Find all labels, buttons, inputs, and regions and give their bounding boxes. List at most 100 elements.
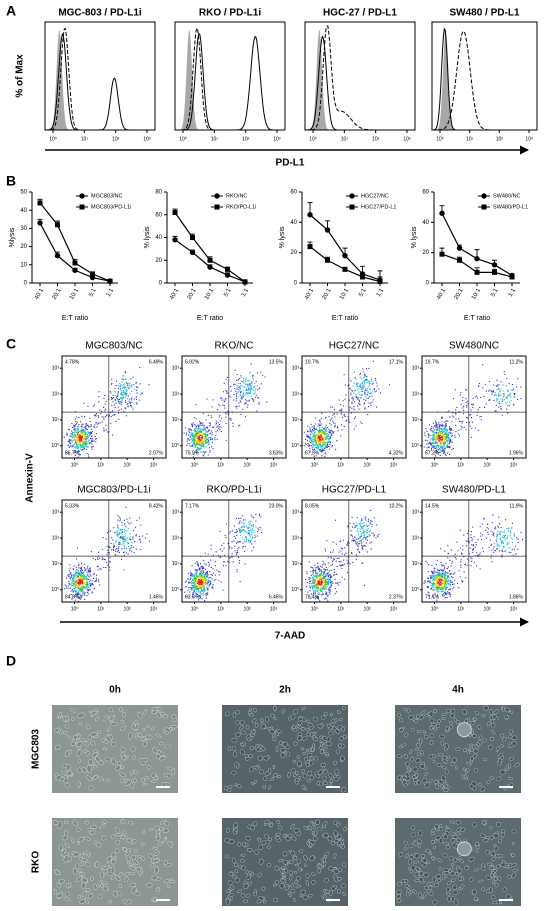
dot (327, 585, 329, 587)
dot (93, 426, 95, 428)
dot (119, 383, 121, 385)
legend-label: RKO/PD-L1i (226, 204, 256, 210)
dot (223, 561, 225, 563)
dot (244, 541, 246, 543)
dot (83, 580, 85, 582)
dot (89, 420, 91, 422)
dot (307, 436, 309, 438)
dot (314, 598, 316, 600)
dot (317, 436, 319, 438)
dot (82, 577, 84, 579)
dot (364, 375, 366, 377)
dot (138, 517, 140, 519)
dot (119, 520, 121, 522)
dot (75, 591, 77, 593)
y-axis-label: Annexin-V (25, 453, 36, 503)
dot (344, 415, 346, 417)
dot (73, 588, 75, 590)
dot (493, 391, 495, 393)
dot (450, 441, 452, 443)
dot (325, 588, 327, 590)
dot (191, 565, 193, 567)
dot (370, 541, 372, 543)
dot (325, 593, 327, 595)
dot (188, 428, 190, 430)
dot (458, 433, 460, 435)
dot (314, 439, 316, 441)
dot (308, 431, 310, 433)
dot (433, 447, 435, 449)
dot (200, 451, 202, 453)
dot (316, 442, 318, 444)
dot (312, 594, 314, 596)
dot (191, 438, 193, 440)
dot (207, 414, 209, 416)
dot (432, 441, 434, 443)
dot (196, 587, 198, 589)
dot (127, 521, 129, 523)
dot (310, 571, 312, 573)
dot (362, 522, 364, 524)
dot (93, 588, 95, 590)
dot (440, 427, 442, 429)
dot (317, 596, 319, 598)
dot (211, 441, 213, 443)
dot (447, 572, 449, 574)
dot (200, 430, 202, 432)
dot (340, 424, 342, 426)
dot (450, 439, 452, 441)
dot (308, 436, 310, 438)
dot (78, 428, 80, 430)
dot (369, 396, 371, 398)
dot (106, 545, 108, 547)
dot (446, 429, 448, 431)
dot (90, 425, 92, 427)
dot (205, 579, 207, 581)
dot (444, 448, 446, 450)
legend-label: SW480/PD-L1 (493, 204, 528, 210)
dot (196, 561, 198, 563)
dot (432, 422, 434, 424)
dot (320, 577, 322, 579)
dot (207, 582, 209, 584)
dot (313, 580, 315, 582)
dot (208, 447, 210, 449)
dot (329, 580, 331, 582)
dot (449, 432, 451, 434)
dot (351, 390, 353, 392)
dot (86, 448, 88, 450)
x-tick-label: 10³ (273, 136, 281, 142)
dot (126, 530, 128, 532)
dot (366, 368, 368, 370)
dot (87, 425, 89, 427)
dot (444, 452, 446, 454)
dot (95, 415, 97, 417)
dot (333, 569, 335, 571)
dot (210, 544, 212, 546)
dot (84, 577, 86, 579)
dot (239, 393, 241, 395)
dot (329, 435, 331, 437)
dot (91, 443, 93, 445)
dot (106, 414, 108, 416)
dot (315, 589, 317, 591)
dot (322, 593, 324, 595)
dot (322, 573, 324, 575)
dot (435, 445, 437, 447)
dot (324, 573, 326, 575)
dot (324, 439, 326, 441)
dot (324, 569, 326, 571)
dot (202, 586, 204, 588)
dot (432, 442, 434, 444)
dot (202, 584, 204, 586)
dot (230, 417, 232, 419)
dot (76, 573, 78, 575)
quadrant-percent: 8.42% (149, 503, 164, 509)
dot (353, 382, 355, 384)
data-point (72, 267, 78, 273)
dot (359, 524, 361, 526)
dot (363, 522, 365, 524)
dot (81, 444, 83, 446)
dot (325, 591, 327, 593)
dot (70, 590, 72, 592)
